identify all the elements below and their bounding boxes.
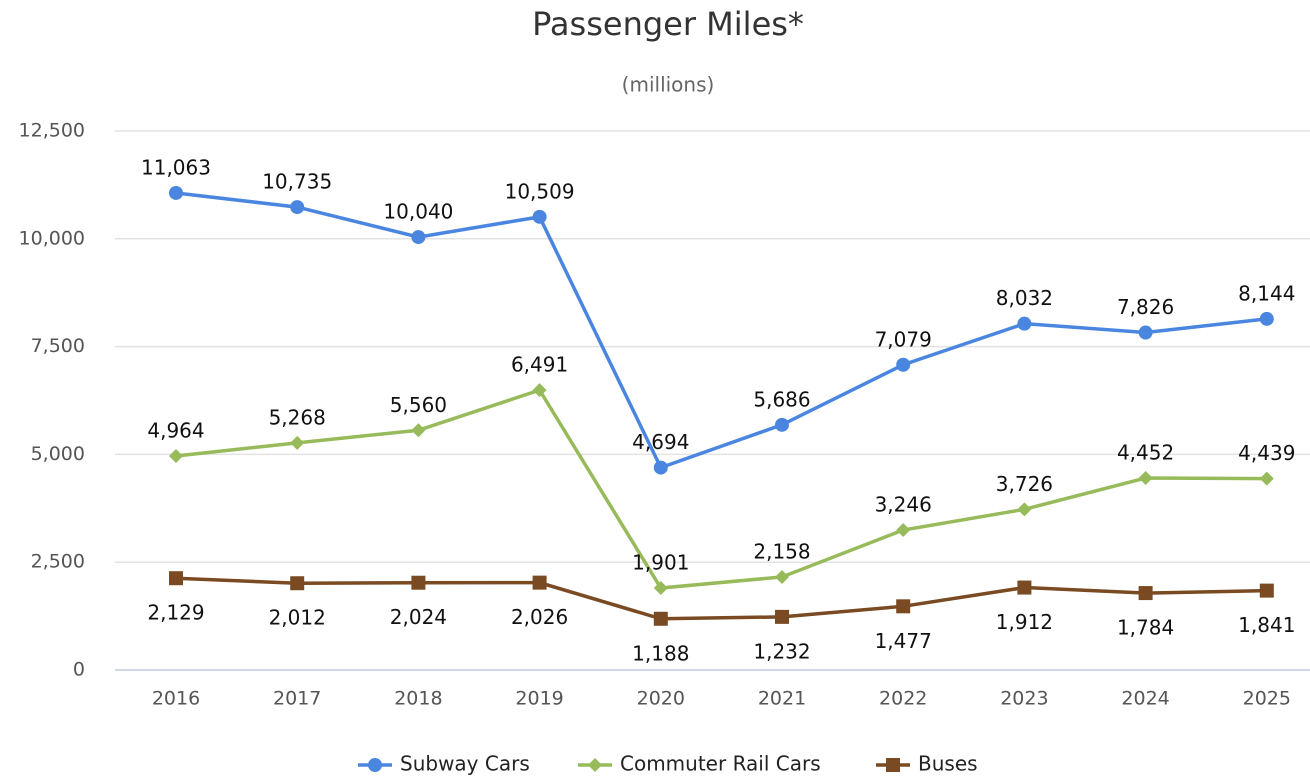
legend-marker (368, 758, 382, 772)
data-label: 1,912 (996, 610, 1053, 634)
point (169, 448, 183, 463)
data-label: 3,246 (875, 493, 932, 517)
point (653, 611, 668, 626)
data-label: 2,129 (147, 601, 204, 625)
point (896, 599, 911, 614)
data-label: 10,735 (262, 170, 332, 194)
data-label: 8,144 (1238, 281, 1295, 305)
point (653, 581, 668, 596)
point (532, 575, 547, 590)
y-tick-label: 0 (73, 659, 85, 681)
legend-label: Commuter Rail Cars (620, 752, 821, 776)
point (532, 209, 547, 224)
point (169, 571, 183, 586)
data-label: 10,509 (505, 179, 575, 203)
data-label: 11,063 (141, 155, 211, 179)
point (1017, 580, 1032, 595)
data-label: 7,826 (1117, 295, 1174, 319)
point (1017, 502, 1032, 517)
data-label: 1,901 (632, 551, 689, 575)
data-label: 1,188 (632, 641, 689, 665)
x-tick-label: 2018 (394, 688, 442, 710)
x-tick-label: 2023 (1000, 688, 1048, 710)
data-label: 6,491 (511, 353, 568, 377)
data-label: 1,477 (875, 629, 932, 653)
point (411, 575, 426, 590)
series-line (175, 388, 1267, 590)
x-tick-label: 2024 (1121, 688, 1169, 710)
y-tick-label: 10,000 (19, 227, 85, 249)
data-label: 5,560 (390, 393, 447, 417)
point (775, 569, 789, 584)
legend-label: Subway Cars (400, 752, 530, 776)
data-label: 4,694 (632, 430, 689, 454)
point (896, 523, 911, 538)
series-line (175, 576, 1267, 621)
series-line (175, 191, 1267, 470)
point (532, 383, 547, 398)
x-tick-label: 2020 (637, 688, 685, 710)
data-label: 4,439 (1238, 441, 1295, 465)
chart-title: Passenger Miles* (532, 5, 804, 43)
point (653, 460, 668, 475)
data-label: 4,452 (1117, 441, 1174, 465)
x-tick-label: 2019 (515, 688, 563, 710)
data-label: 1,784 (1117, 616, 1174, 640)
point (1259, 311, 1274, 326)
data-label: 1,841 (1238, 613, 1295, 637)
point (1259, 583, 1274, 598)
legend-marker (588, 758, 602, 772)
data-label: 7,079 (875, 327, 932, 351)
data-label: 8,032 (996, 286, 1053, 310)
data-label: 3,726 (996, 472, 1053, 496)
data-label: 5,686 (753, 387, 810, 411)
y-tick-label: 2,500 (31, 551, 85, 573)
data-label: 1,232 (753, 639, 810, 663)
legend-marker (886, 758, 900, 772)
x-tick-label: 2022 (879, 688, 927, 710)
y-tick-label: 7,500 (31, 335, 85, 357)
x-tick-label: 2025 (1243, 688, 1291, 710)
y-tick-label: 5,000 (31, 443, 85, 465)
point (169, 185, 183, 200)
data-label: 4,964 (147, 418, 204, 442)
x-tick-label: 2021 (758, 688, 806, 710)
point (290, 200, 305, 215)
chart-subtitle: (millions) (622, 73, 715, 97)
data-label: 2,012 (269, 606, 326, 630)
point (290, 576, 305, 591)
data-label: 10,040 (383, 200, 453, 224)
data-label: 5,268 (269, 405, 326, 429)
point (775, 417, 789, 432)
point (1138, 586, 1153, 601)
point (1138, 325, 1153, 340)
data-label: 2,158 (753, 539, 810, 563)
point (290, 435, 305, 450)
point (1017, 316, 1032, 331)
data-label: 2,024 (390, 605, 447, 629)
point (775, 609, 789, 624)
data-label: 2,026 (511, 605, 568, 629)
point (1259, 471, 1274, 486)
point (1138, 471, 1153, 486)
legend-label: Buses (918, 752, 978, 776)
x-tick-label: 2016 (152, 688, 200, 710)
x-tick-label: 2017 (273, 688, 321, 710)
point (896, 357, 911, 372)
y-tick-label: 12,500 (19, 120, 85, 142)
point (411, 230, 426, 245)
point (411, 423, 426, 438)
